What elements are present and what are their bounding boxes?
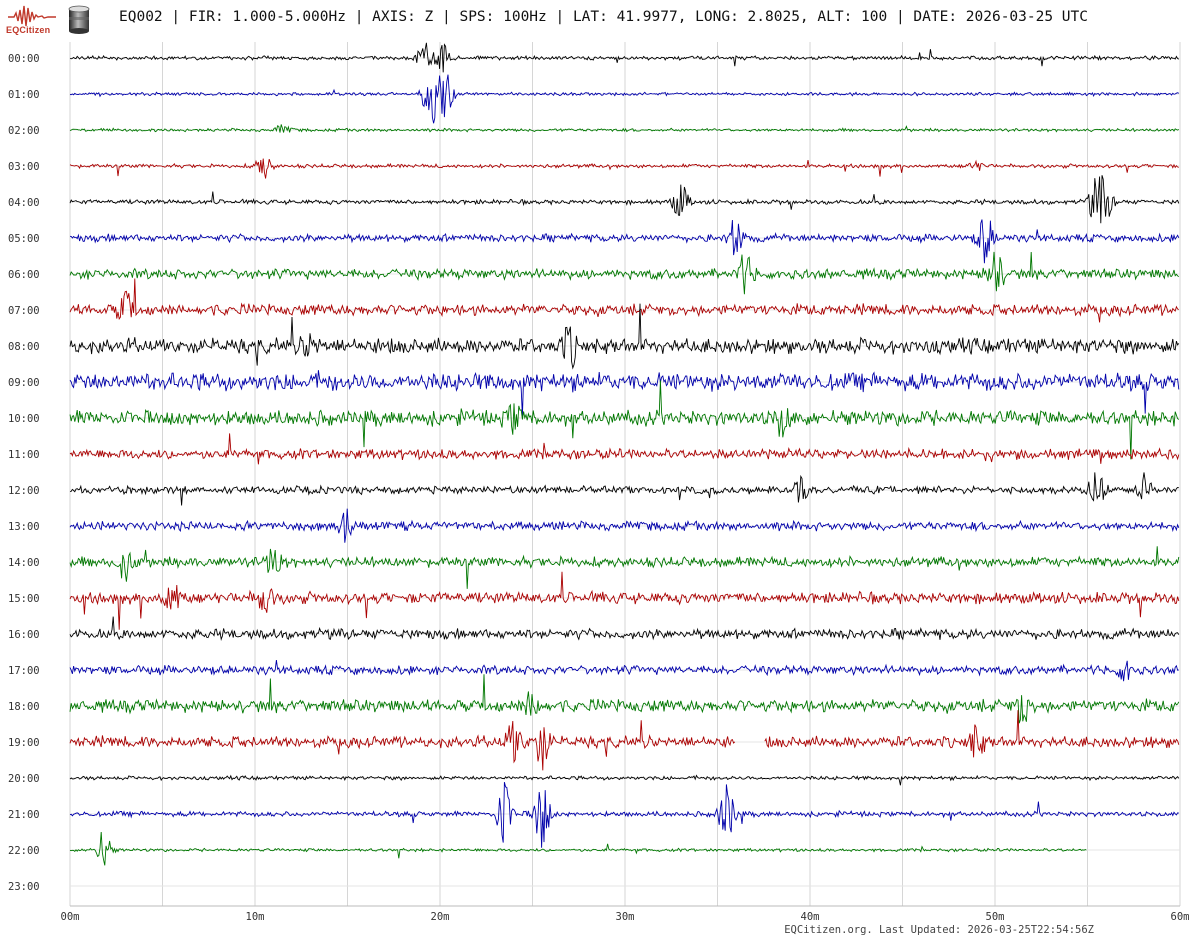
trace-row-1400 bbox=[69, 546, 1180, 589]
x-tick-label: 00m bbox=[61, 911, 80, 923]
row-time-label: 02:00 bbox=[8, 125, 40, 137]
x-tick-label: 50m bbox=[986, 911, 1005, 923]
trace-row-1000 bbox=[69, 380, 1180, 460]
row-time-label: 05:00 bbox=[8, 233, 40, 245]
row-time-label: 01:00 bbox=[8, 89, 40, 101]
trace-row-1800 bbox=[69, 674, 1180, 724]
row-time-label: 18:00 bbox=[8, 701, 40, 713]
trace-row-2200 bbox=[69, 831, 1087, 866]
trace-row-0800 bbox=[69, 303, 1180, 370]
trace-row-1100 bbox=[69, 433, 1180, 465]
trace-row-1600 bbox=[69, 616, 1180, 641]
trace-row-1500 bbox=[69, 571, 1180, 630]
trace-row-0900 bbox=[69, 370, 1180, 417]
row-time-label: 23:00 bbox=[8, 881, 40, 893]
trace-row-0400 bbox=[69, 175, 1180, 224]
x-tick-label: 30m bbox=[616, 911, 635, 923]
x-tick-label: 10m bbox=[246, 911, 265, 923]
trace-row-2000 bbox=[69, 774, 1180, 786]
x-tick-label: 40m bbox=[801, 911, 820, 923]
row-time-label: 03:00 bbox=[8, 161, 40, 173]
row-time-label: 17:00 bbox=[8, 665, 40, 677]
row-time-label: 16:00 bbox=[8, 629, 40, 641]
eqcitizen-logo bbox=[6, 4, 58, 34]
trace-row-2100 bbox=[69, 781, 1179, 848]
trace-row-0700 bbox=[69, 278, 1179, 323]
row-time-label: 06:00 bbox=[8, 269, 40, 281]
logo-text: EQCitizen bbox=[6, 25, 51, 35]
row-time-label: 04:00 bbox=[8, 197, 40, 209]
row-time-label: 13:00 bbox=[8, 521, 40, 533]
x-tick-label: 60m bbox=[1171, 911, 1190, 923]
trace-row-0300 bbox=[69, 158, 1179, 179]
row-time-label: 21:00 bbox=[8, 809, 40, 821]
trace-row-0000 bbox=[69, 42, 1180, 73]
trace-row-0100 bbox=[69, 74, 1180, 124]
row-time-label: 14:00 bbox=[8, 557, 40, 569]
trace-row-1300 bbox=[69, 508, 1180, 543]
row-time-label: 10:00 bbox=[8, 413, 40, 425]
x-tick-label: 20m bbox=[431, 911, 450, 923]
row-time-label: 07:00 bbox=[8, 305, 40, 317]
trace-row-0200 bbox=[69, 124, 1180, 133]
station-header: EQ002 | FIR: 1.000-5.000Hz | AXIS: Z | S… bbox=[119, 9, 1089, 25]
row-time-label: 00:00 bbox=[8, 53, 40, 65]
sensor-icon bbox=[68, 5, 90, 35]
row-time-label: 15:00 bbox=[8, 593, 40, 605]
trace-row-0500 bbox=[69, 219, 1180, 264]
row-time-label: 09:00 bbox=[8, 377, 40, 389]
trace-row-1900 bbox=[69, 710, 1180, 771]
row-time-label: 20:00 bbox=[8, 773, 40, 785]
row-time-label: 11:00 bbox=[8, 449, 40, 461]
last-updated-text: EQCitizen.org. Last Updated: 2026-03-25T… bbox=[784, 924, 1094, 936]
row-time-label: 22:00 bbox=[8, 845, 40, 857]
trace-row-0600 bbox=[69, 251, 1180, 295]
row-time-label: 08:00 bbox=[8, 341, 40, 353]
row-time-label: 19:00 bbox=[8, 737, 40, 749]
trace-row-1700 bbox=[69, 660, 1179, 682]
trace-row-1200 bbox=[69, 472, 1179, 506]
row-time-label: 12:00 bbox=[8, 485, 40, 497]
